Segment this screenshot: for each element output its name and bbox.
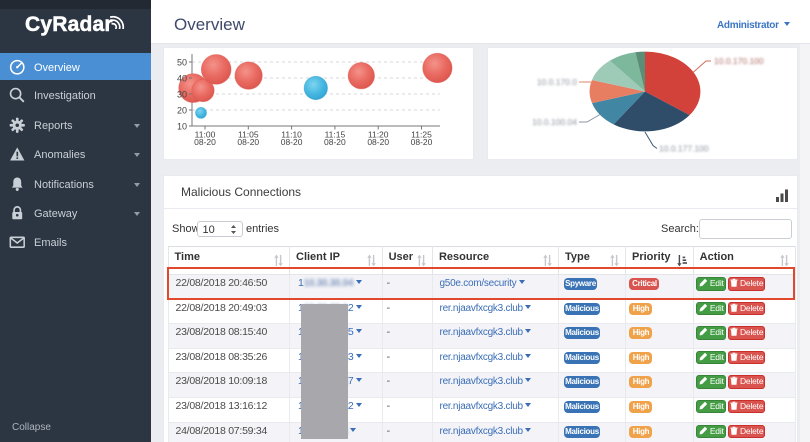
svg-text:08-20: 08-20 <box>281 137 303 147</box>
svg-text:11:10: 11:10 <box>281 130 302 140</box>
svg-text:50: 50 <box>177 58 187 68</box>
svg-text:11:00: 11:00 <box>195 130 216 140</box>
svg-text:08-20: 08-20 <box>194 137 216 147</box>
svg-text:10.0.177.100: 10.0.177.100 <box>659 144 709 154</box>
svg-text:10: 10 <box>177 122 187 132</box>
svg-text:10.0.170.100: 10.0.170.100 <box>714 56 764 66</box>
svg-text:11:20: 11:20 <box>368 130 389 140</box>
svg-text:10.0.170.0: 10.0.170.0 <box>537 77 577 87</box>
svg-text:08-20: 08-20 <box>367 137 389 147</box>
svg-text:11:25: 11:25 <box>411 130 432 140</box>
svg-text:08-20: 08-20 <box>324 137 346 147</box>
svg-text:08-20: 08-20 <box>411 137 433 147</box>
svg-text:08-20: 08-20 <box>237 137 259 147</box>
svg-text:40: 40 <box>177 74 187 84</box>
svg-text:10.0.100.04: 10.0.100.04 <box>532 117 577 127</box>
svg-text:20: 20 <box>177 106 187 116</box>
svg-text:11:05: 11:05 <box>238 130 259 140</box>
svg-text:11:15: 11:15 <box>325 130 346 140</box>
svg-text:30: 30 <box>177 90 187 100</box>
